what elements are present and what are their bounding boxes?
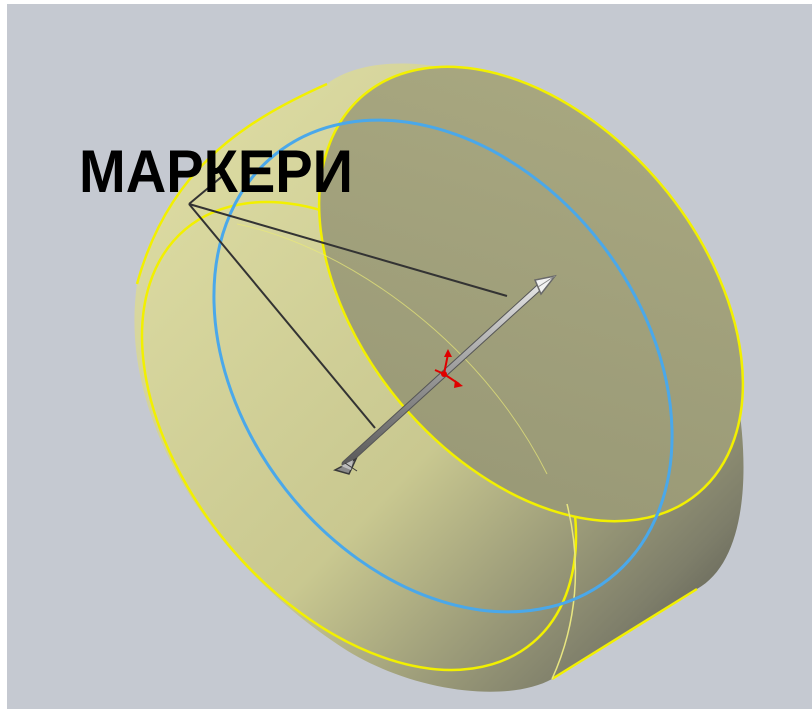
cad-viewport[interactable]: МАРКЕРИ [7, 4, 812, 709]
selected-circular-edge[interactable] [119, 30, 767, 702]
annotation-label: МАРКЕРИ [79, 138, 353, 205]
cone-arrow-icon[interactable] [533, 274, 557, 296]
silhouette-edges [135, 82, 698, 681]
model-canvas[interactable]: МАРКЕРИ [7, 4, 812, 709]
triad-origin-icon [434, 349, 463, 388]
leader-lines [188, 173, 508, 429]
inner-edge-hint [236, 223, 548, 475]
annotation-label-text: МАРКЕРИ [79, 138, 353, 205]
cone-arrow-icon[interactable] [332, 457, 358, 475]
